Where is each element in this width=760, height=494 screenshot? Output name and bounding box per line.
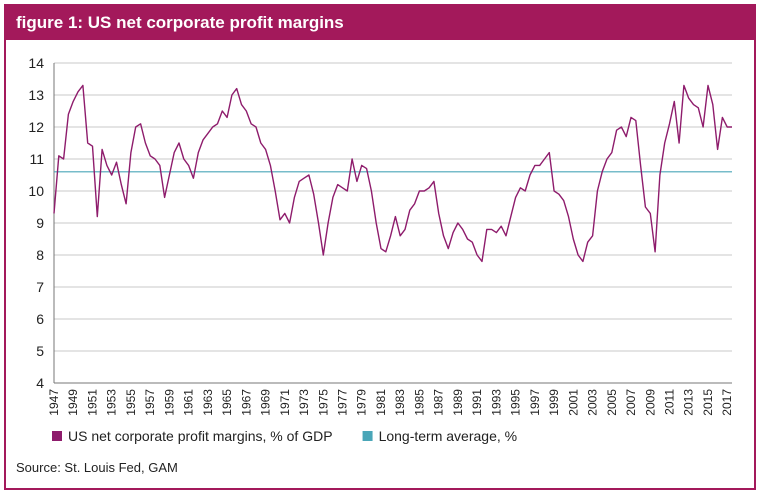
x-tick-label: 2003 (586, 389, 600, 416)
x-tick-label: 2007 (624, 389, 638, 416)
y-tick-label: 5 (36, 343, 44, 359)
x-tick-label: 1965 (220, 389, 234, 416)
x-tick-label: 1997 (528, 389, 542, 416)
x-tick-label: 2005 (605, 389, 619, 416)
x-tick-label: 1975 (316, 389, 330, 416)
y-tick-label: 12 (28, 119, 44, 135)
chart-title: figure 1: US net corporate profit margin… (16, 13, 344, 32)
x-tick-label: 1987 (432, 389, 446, 416)
x-tick-label: 1963 (201, 389, 215, 416)
x-tick-label: 1949 (66, 389, 80, 416)
title-bar: figure 1: US net corporate profit margin… (6, 6, 754, 40)
x-tick-label: 2011 (662, 389, 676, 415)
x-tick-label: 1971 (278, 389, 292, 416)
y-tick-label: 13 (28, 87, 44, 103)
y-tick-label: 7 (36, 279, 44, 295)
x-tick-label: 1995 (509, 389, 523, 416)
x-tick-label: 2013 (682, 389, 696, 416)
y-tick-label: 4 (36, 375, 44, 391)
x-tick-label: 1979 (355, 389, 369, 416)
x-tick-label: 1947 (47, 389, 61, 416)
x-tick-label: 2017 (720, 389, 734, 416)
x-tick-label: 1953 (105, 389, 119, 416)
legend-swatch (362, 431, 373, 441)
x-tick-label: 1967 (239, 389, 253, 416)
x-tick-label: 1969 (259, 389, 273, 416)
x-tick-label: 1955 (124, 389, 138, 416)
x-tick-label: 1981 (374, 389, 388, 416)
y-tick-label: 8 (36, 247, 44, 263)
x-tick-label: 1951 (85, 389, 99, 416)
legend-label: Long-term average, % (379, 428, 518, 444)
x-tick-label: 1959 (162, 389, 176, 416)
y-tick-label: 14 (28, 55, 44, 71)
x-tick-label: 1973 (297, 389, 311, 416)
x-tick-label: 1991 (470, 389, 484, 416)
x-tick-label: 2001 (566, 389, 580, 416)
x-tick-label: 1999 (547, 389, 561, 416)
x-tick-label: 1993 (489, 389, 503, 416)
x-tick-label: 1985 (412, 389, 426, 416)
y-tick-label: 10 (28, 183, 44, 199)
y-tick-label: 9 (36, 215, 44, 231)
x-tick-label: 1989 (451, 389, 465, 416)
x-tick-label: 1961 (182, 389, 196, 416)
y-tick-label: 11 (29, 151, 44, 167)
series-line (53, 84, 732, 263)
x-tick-label: 1977 (336, 389, 350, 416)
legend-swatch (52, 431, 62, 441)
chart-frame: figure 1: US net corporate profit margin… (4, 4, 756, 490)
x-tick-label: 1957 (143, 389, 157, 416)
source-note: Source: St. Louis Fed, GAM (16, 460, 178, 475)
x-tick-label: 2009 (643, 389, 657, 416)
x-tick-label: 1983 (393, 389, 407, 416)
x-tick-label: 2015 (701, 389, 715, 416)
y-tick-label: 6 (36, 311, 44, 327)
legend-label: US net corporate profit margins, % of GD… (68, 428, 333, 444)
